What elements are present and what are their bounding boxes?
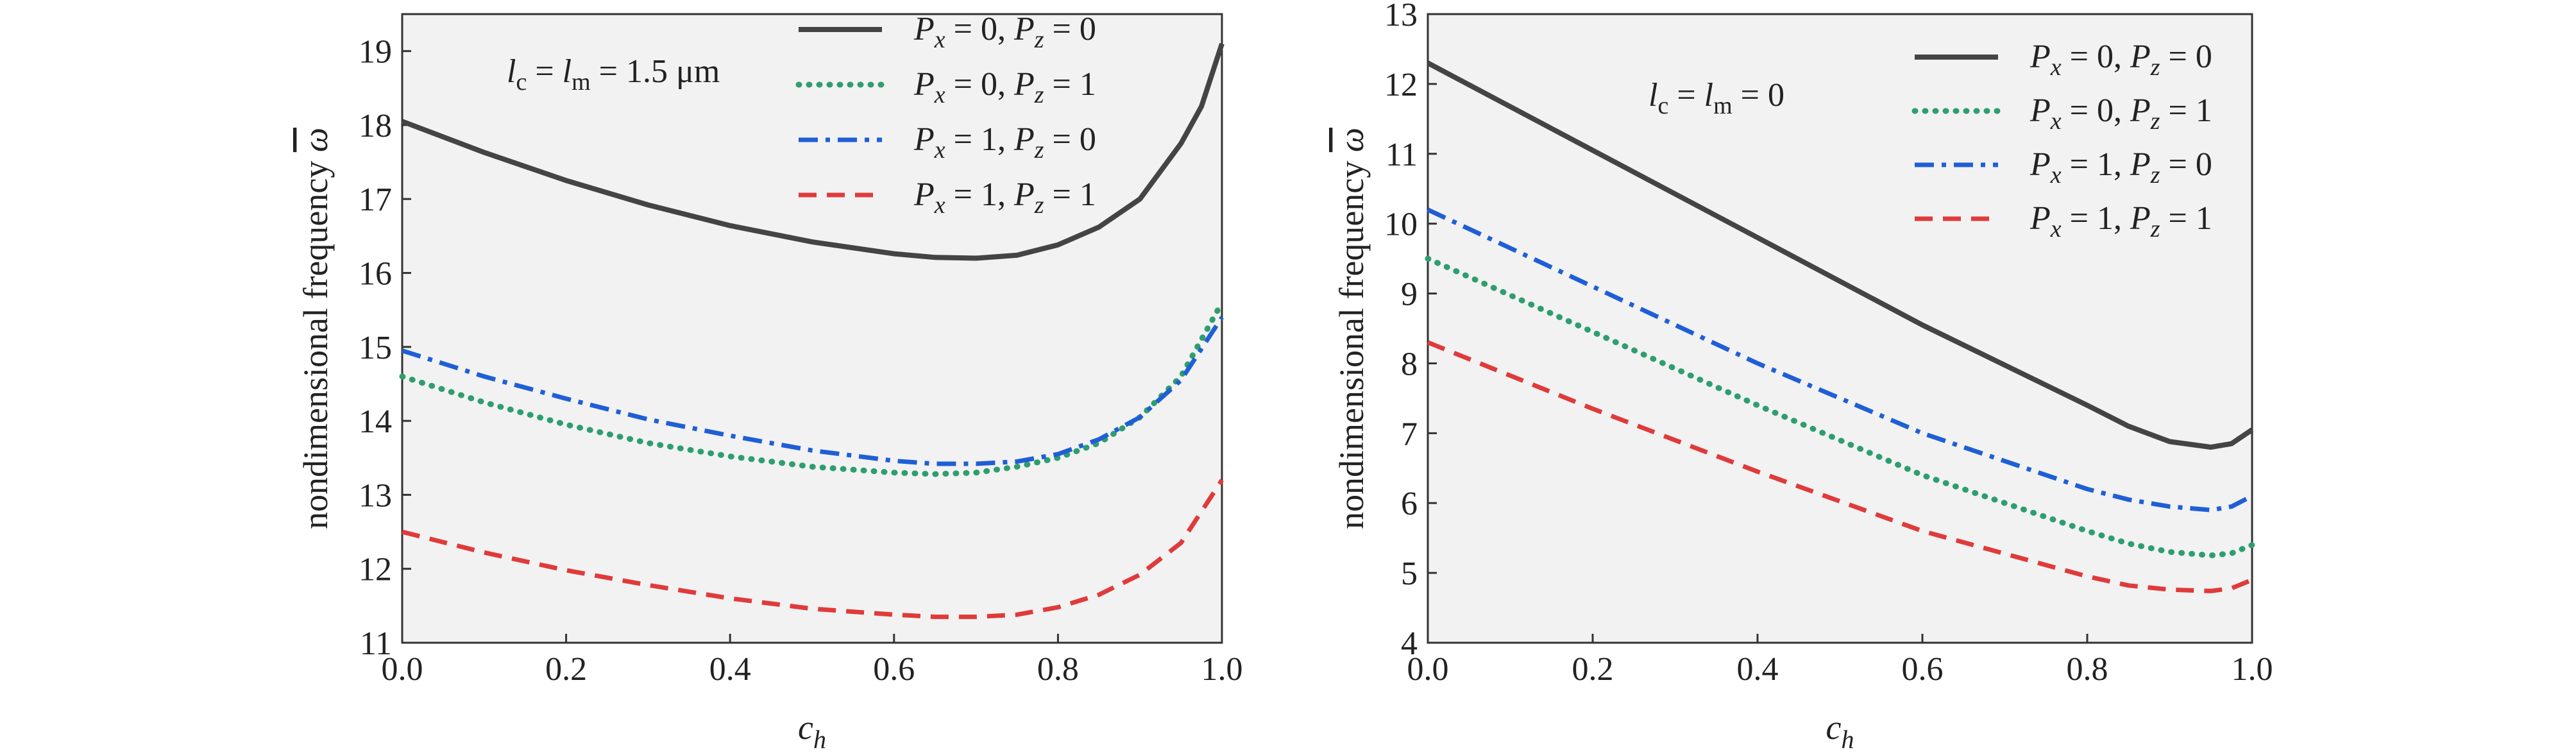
left-y-tick-label: 11: [360, 625, 392, 662]
right-x-tick-label: 0.6: [1902, 651, 1944, 688]
left-legend-label-3: Px = 1, Pz = 0: [913, 121, 1096, 164]
right-legend-label-1: Px = 0, Pz = 0: [2029, 38, 2212, 81]
right-y-tick-label: 11: [1385, 137, 1418, 173]
right-x-tick-label: 0.0: [1407, 651, 1449, 688]
left-y-tick-label: 17: [359, 182, 392, 218]
right-y-tick-label: 12: [1384, 67, 1418, 103]
right-y-tick-label: 4: [1401, 625, 1418, 662]
right-series-line-4: [1427, 340, 2253, 593]
right-x-tick-label: 0.2: [1572, 651, 1614, 688]
right-series-line-3: [1427, 207, 2253, 513]
left-x-tick-label: 0.0: [382, 651, 423, 688]
right-series-line-2: [1425, 255, 2255, 559]
right-x-axis-title: ch: [1826, 708, 1854, 754]
right-plot-area: [1427, 13, 2253, 644]
left-x-axis-title: ch: [798, 708, 826, 754]
left-y-tick-label: 14: [359, 403, 392, 440]
left-y-tick-label: 19: [359, 34, 392, 71]
right-y-tick-label: 13: [1384, 0, 1418, 33]
left-y-tick-label: 13: [359, 477, 392, 514]
right-legend-label-3: Px = 1, Pz = 0: [2029, 146, 2212, 189]
left-x-tick-label: 0.4: [709, 651, 751, 688]
left-legend-label-2: Px = 0, Pz = 1: [913, 66, 1096, 108]
right-x-tick-label: 0.4: [1737, 651, 1779, 688]
left-series-line-4: [402, 479, 1224, 620]
right-series-line-1: [1427, 60, 2254, 450]
left-chart: 0.0 0.2 0.4 0.6 0.8 1.0 11 12 13 14 15 16 17 18 19 ch no…: [296, 11, 1243, 754]
left-y-tick-label: 18: [359, 108, 392, 144]
left-legend-label-1: Px = 0, Pz = 0: [913, 11, 1096, 53]
right-length-annotation: lc = lm = 0: [1648, 77, 1784, 119]
left-y-tick-label: 16: [359, 256, 392, 293]
right-legend-label-2: Px = 0, Pz = 1: [2029, 92, 2212, 135]
left-x-tick-label: 0.6: [873, 651, 915, 688]
right-chart: 0.0 0.2 0.4 0.6 0.8 1.0 4 5 6 7 8 9 10 11 12 13 ch nondim…: [1332, 0, 2273, 754]
right-legend-label-4: Px = 1, Pz = 1: [2029, 200, 2212, 242]
left-y-axis-title: nondimensional frequency ω: [296, 128, 335, 529]
left-plot-area: [401, 13, 1223, 644]
left-x-tick-label: 0.8: [1037, 651, 1079, 688]
left-x-tick-label: 1.0: [1201, 651, 1243, 688]
right-x-tick-label: 0.8: [2067, 651, 2108, 688]
left-length-annotation: lc = lm = 1.5 μm: [507, 53, 720, 96]
right-y-tick-label: 7: [1401, 416, 1418, 452]
right-y-axis-title: nondimensional frequency ω: [1332, 128, 1371, 529]
left-y-tick-label: 15: [359, 330, 392, 366]
right-y-tick-label: 6: [1401, 486, 1418, 522]
left-legend-label-4: Px = 1, Pz = 1: [913, 176, 1096, 219]
left-series-line-3: [401, 316, 1224, 466]
right-y-tick-label: 10: [1384, 207, 1418, 243]
left-y-tick-label: 12: [359, 552, 392, 588]
right-y-tick-label: 5: [1401, 556, 1418, 592]
right-y-tick-label: 8: [1401, 346, 1418, 382]
right-y-tick-label: 9: [1401, 276, 1418, 313]
left-x-tick-label: 0.2: [545, 651, 587, 688]
right-x-tick-label: 1.0: [2232, 651, 2273, 688]
left-series-line-1: [401, 42, 1224, 261]
left-series-line-2: [399, 300, 1225, 477]
